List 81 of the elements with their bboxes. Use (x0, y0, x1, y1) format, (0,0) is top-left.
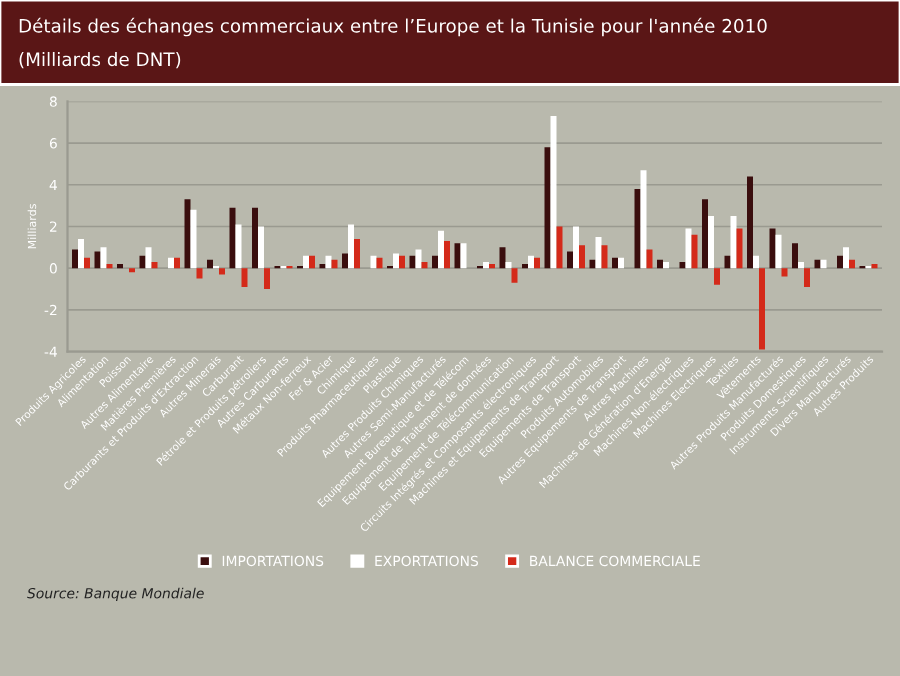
bar (556, 226, 563, 269)
bar (151, 261, 158, 269)
bar (252, 207, 258, 269)
bar (849, 259, 855, 269)
bar (409, 255, 416, 269)
bar (376, 257, 383, 269)
bar (702, 199, 708, 269)
bar (640, 170, 647, 269)
bar (100, 247, 107, 269)
bar (139, 255, 146, 269)
bar (303, 255, 309, 269)
bar (415, 249, 422, 269)
chart-subtitle: (Milliards de DNT) (19, 51, 181, 69)
bar (589, 259, 596, 269)
bar (798, 261, 804, 269)
bar (207, 259, 213, 269)
bar (174, 257, 180, 269)
bar (264, 268, 270, 289)
bar (618, 257, 624, 269)
bar (196, 268, 203, 279)
bar (319, 263, 326, 269)
bar (354, 238, 360, 269)
bar (612, 257, 618, 269)
bar (184, 199, 191, 269)
bar (438, 230, 444, 269)
bar (309, 255, 315, 269)
bar (399, 255, 405, 269)
bar (657, 259, 663, 269)
bar (348, 224, 354, 269)
bar (567, 251, 573, 269)
bar (685, 228, 692, 269)
bar (814, 259, 821, 269)
bar (871, 263, 878, 269)
bar (72, 249, 78, 269)
bar (708, 216, 714, 269)
bar (511, 268, 518, 283)
bar (843, 247, 849, 269)
bar (235, 224, 242, 269)
bar (483, 261, 489, 269)
bar (714, 268, 720, 285)
bar (775, 234, 782, 269)
bar (522, 263, 528, 269)
bar (505, 261, 512, 269)
bar (331, 259, 338, 269)
bar (663, 261, 669, 269)
bar (724, 255, 731, 269)
bar (730, 216, 737, 269)
bar (634, 188, 641, 269)
chart-title: Détails des échanges commerciaux entre l’Europe et la Tunisie pour l'année 2010 (19, 17, 767, 37)
bar (550, 115, 557, 269)
bar (820, 259, 827, 269)
bar (84, 257, 90, 269)
bar (393, 253, 399, 269)
bar (432, 255, 438, 269)
bar (792, 243, 798, 269)
bar (145, 247, 152, 269)
bar (837, 255, 843, 269)
bar (747, 176, 753, 269)
bar (78, 238, 84, 269)
bar (168, 257, 174, 269)
bar (460, 243, 467, 269)
bar (94, 251, 101, 269)
bar (759, 268, 765, 350)
bar (489, 263, 495, 269)
bar (528, 255, 534, 269)
bar (601, 245, 608, 269)
bar (444, 241, 450, 269)
bar (579, 245, 585, 269)
bar (691, 234, 698, 269)
bar (781, 268, 788, 277)
bar (769, 228, 776, 269)
bar (534, 257, 540, 269)
bar (573, 226, 579, 269)
bar (117, 263, 123, 269)
bar (342, 253, 348, 269)
bar (753, 255, 759, 269)
bar (454, 243, 461, 269)
bar (258, 226, 264, 269)
bar (219, 268, 225, 275)
bar (804, 268, 810, 287)
bar (679, 261, 686, 269)
